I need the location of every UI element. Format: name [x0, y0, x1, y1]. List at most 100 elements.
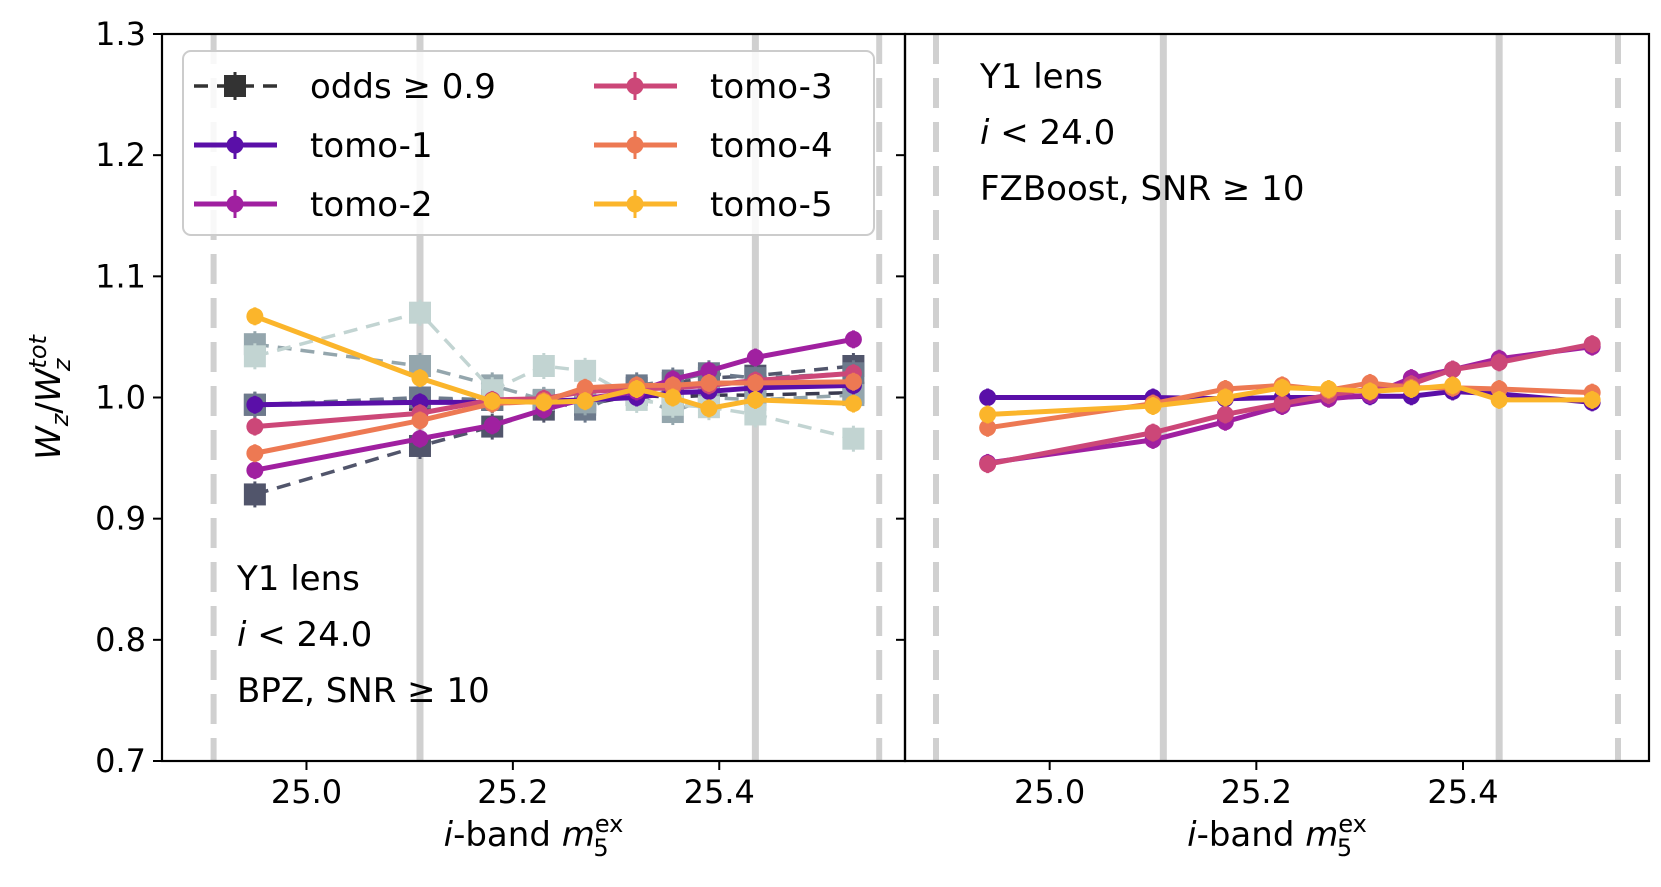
data-point — [1273, 379, 1291, 397]
series-line — [254, 342, 854, 414]
data-point — [1402, 380, 1420, 398]
x-tick-label: 25.0 — [271, 773, 342, 811]
data-point — [1361, 382, 1379, 400]
legend-entry: tomo-5 — [594, 185, 833, 225]
data-point — [483, 416, 501, 434]
legend-marker — [224, 75, 246, 97]
series-group — [979, 335, 1601, 474]
y-tick-label: 0.8 — [95, 621, 146, 659]
x-tick-label: 25.0 — [1014, 773, 1085, 811]
data-point — [483, 392, 501, 410]
x-tick-label: 25.4 — [684, 773, 755, 811]
annotation-line: i < 24.0 — [237, 615, 372, 655]
x-tick-label: 25.2 — [477, 773, 548, 811]
data-point — [246, 461, 264, 479]
data-point — [1490, 353, 1508, 371]
annotation-line: FZBoost, SNR ≥ 10 — [980, 169, 1304, 209]
data-point — [408, 301, 431, 324]
data-point — [844, 330, 862, 348]
legend-label: odds ≥ 0.9 — [310, 67, 496, 107]
y-tick-label: 1.2 — [95, 136, 146, 174]
data-point — [700, 362, 718, 380]
data-point — [1583, 335, 1601, 353]
legend-entry: tomo-1 — [194, 126, 433, 166]
series-tomo-5 — [979, 376, 1601, 424]
x-axis-label: i-band mex 5 — [444, 810, 624, 862]
legend-label: tomo-5 — [710, 185, 833, 225]
annotation-line: BPZ, SNR ≥ 10 — [237, 671, 490, 711]
y-tick-label: 1.0 — [95, 379, 146, 417]
data-point — [746, 349, 764, 367]
data-point — [1320, 380, 1338, 398]
data-point — [246, 307, 264, 325]
series-line — [254, 371, 854, 412]
data-point — [1583, 391, 1601, 409]
data-point — [411, 412, 429, 430]
x-axis-label: i-band mex 5 — [1187, 810, 1367, 862]
legend-entry: tomo-2 — [194, 185, 433, 225]
y-tick-label: 1.1 — [95, 257, 146, 295]
data-point — [700, 399, 718, 417]
x-tick-label: 25.4 — [1427, 773, 1498, 811]
data-point — [411, 369, 429, 387]
series-group — [243, 299, 865, 508]
data-point — [979, 455, 997, 473]
series-line — [254, 379, 854, 456]
data-point — [1216, 389, 1234, 406]
data-point — [628, 380, 646, 398]
data-point — [979, 419, 997, 437]
legend-label: tomo-2 — [310, 185, 433, 225]
legend-box — [182, 50, 875, 236]
data-point — [574, 359, 597, 382]
legend-marker — [626, 195, 644, 213]
y-tick-label: 1.3 — [95, 15, 146, 53]
data-point — [243, 483, 266, 506]
data-point — [246, 418, 264, 436]
data-point — [532, 354, 555, 377]
y-tick-label: 0.7 — [95, 742, 146, 780]
data-point — [744, 403, 767, 426]
data-point — [746, 374, 764, 392]
data-point — [1490, 391, 1508, 409]
series-line — [987, 380, 1593, 431]
legend-entry: tomo-3 — [594, 67, 833, 107]
annotation-line: Y1 lens — [236, 559, 360, 599]
data-point — [576, 392, 594, 410]
series-line — [253, 313, 854, 411]
data-point — [700, 374, 718, 392]
legend-marker — [626, 77, 644, 95]
legend-marker — [226, 136, 244, 154]
data-point — [246, 396, 264, 414]
legend-entry: tomo-4 — [594, 126, 833, 166]
data-point — [746, 391, 764, 409]
right-panel: 25.0 25.2 25.4 i-band mex 5 Y1 lens i < 24.0 FZ… — [896, 32, 1651, 862]
legend-marker — [226, 195, 244, 213]
data-point — [844, 395, 862, 413]
data-point — [664, 389, 682, 406]
series-tomo-5 — [246, 307, 862, 418]
data-point — [535, 393, 553, 411]
data-point — [246, 444, 264, 462]
data-point — [1144, 424, 1162, 442]
x-tick-label: 25.2 — [1221, 773, 1292, 811]
data-point — [664, 376, 682, 394]
annotation-line: i < 24.0 — [980, 113, 1115, 153]
annotation-line: Y1 lens — [979, 57, 1103, 97]
data-point — [1144, 397, 1162, 415]
legend: odds ≥ 0.9 tomo-1 tomo-2 tomo-3 tomo-4 tomo-5 — [182, 50, 875, 236]
legend-label: tomo-3 — [710, 67, 833, 107]
data-point — [1444, 376, 1462, 394]
left-panel: 25.0 25.2 25.4 0.7 0.8 0.9 1.0 1.1 1.2 1.3 i-band … — [24, 15, 907, 862]
series-line — [987, 382, 1593, 417]
data-point — [243, 345, 266, 368]
data-point — [979, 389, 997, 406]
series-line — [254, 382, 854, 408]
data-point — [576, 379, 594, 397]
data-point — [408, 354, 431, 377]
data-point — [1273, 395, 1291, 413]
data-point — [411, 430, 429, 448]
data-point — [844, 373, 862, 391]
y-tick-label: 0.9 — [95, 500, 146, 538]
data-point — [1216, 405, 1234, 423]
